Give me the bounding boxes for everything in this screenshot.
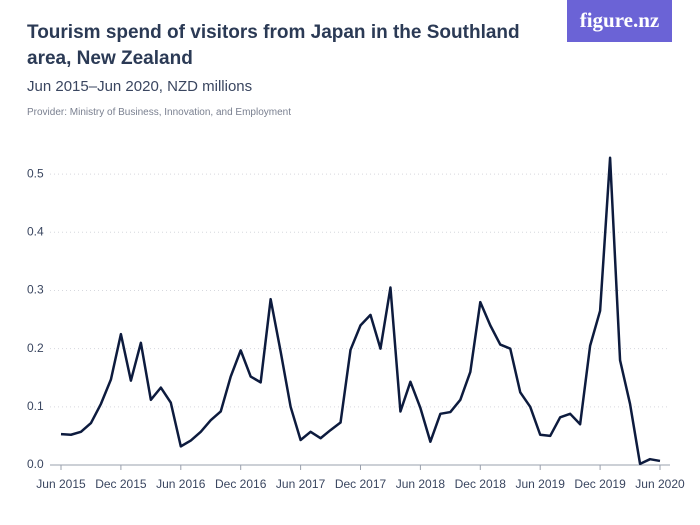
chart-subtitle: Jun 2015–Jun 2020, NZD millions [27, 78, 253, 95]
provider: Provider: Ministry of Business, Innovati… [27, 107, 292, 118]
x-tick-label: Dec 2019 [574, 477, 626, 491]
logo[interactable]: figure.nz [567, 0, 672, 42]
x-tick-label: Jun 2020 [635, 477, 685, 491]
y-tick-label: 0.2 [27, 341, 44, 355]
y-tick-label: 0.3 [27, 283, 44, 297]
x-tick-label: Dec 2015 [95, 477, 147, 491]
x-tick-label: Jun 2017 [276, 477, 326, 491]
data-line [60, 156, 661, 466]
x-tick-label: Jun 2019 [516, 477, 566, 491]
x-tick-label: Dec 2018 [455, 477, 507, 491]
x-tick-label: Dec 2017 [335, 477, 387, 491]
x-tick-label: Jun 2018 [396, 477, 446, 491]
y-tick-label: 0.5 [27, 166, 44, 180]
x-tick-label: Jun 2015 [36, 477, 86, 491]
y-tick-label: 0.1 [27, 399, 44, 413]
x-tick-label: Jun 2016 [156, 477, 206, 491]
y-tick-label: 0.0 [27, 457, 44, 471]
y-tick-label: 0.4 [27, 224, 44, 238]
x-tick-label: Dec 2016 [215, 477, 267, 491]
chart-title: Tourism spend of visitors from Japan in … [27, 22, 520, 69]
